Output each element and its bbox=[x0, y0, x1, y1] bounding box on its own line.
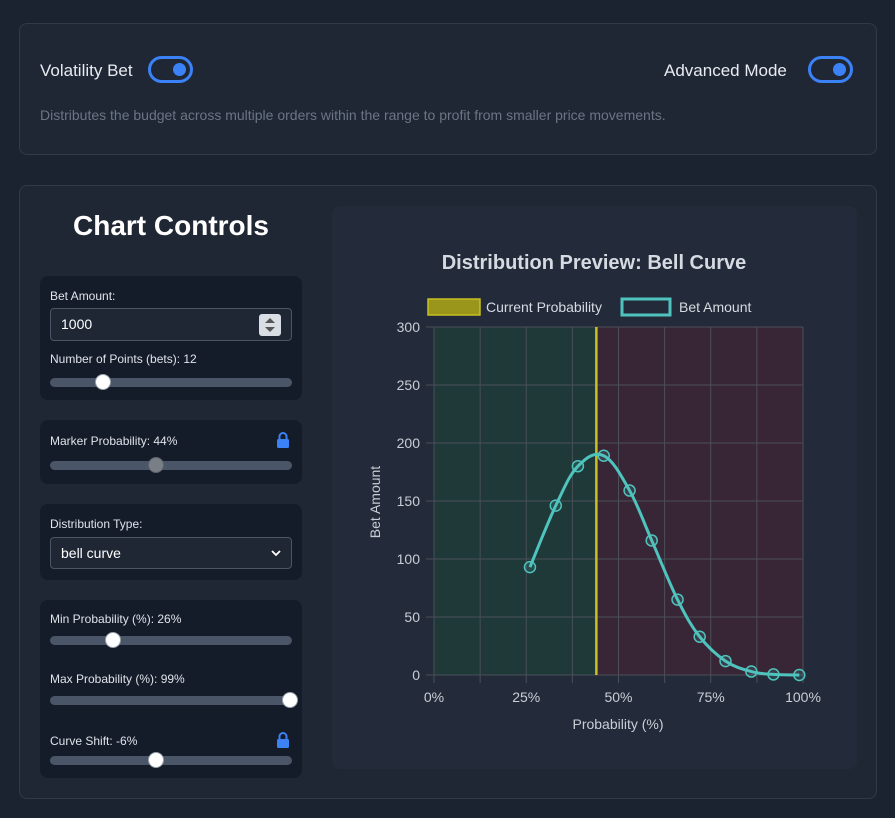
min-probability-slider[interactable] bbox=[50, 632, 292, 648]
chart-card: Distribution Preview: Bell Curve Current… bbox=[332, 206, 857, 769]
data-point[interactable] bbox=[623, 484, 636, 497]
max-probability-label: Max Probability (%): 99% bbox=[50, 672, 185, 686]
chart-title: Distribution Preview: Bell Curve bbox=[442, 252, 747, 274]
bet-amount-input[interactable]: 1000 bbox=[50, 308, 292, 341]
y-tick-label: 250 bbox=[397, 377, 421, 393]
range-panel: Min Probability (%): 26% Max Probability… bbox=[40, 600, 302, 778]
marker-probability-label: Marker Probability: 44% bbox=[50, 434, 178, 448]
slider-thumb[interactable] bbox=[148, 457, 165, 473]
bet-amount-label: Bet Amount: bbox=[50, 289, 116, 303]
data-point[interactable] bbox=[719, 654, 732, 668]
x-tick-label: 25% bbox=[512, 689, 540, 705]
spinner-down-icon[interactable] bbox=[265, 327, 275, 332]
legend-label-bet-amount[interactable]: Bet Amount bbox=[679, 299, 751, 315]
distribution-panel: Distribution Type: bell curve bbox=[40, 504, 302, 580]
y-tick-label: 100 bbox=[397, 551, 421, 567]
y-tick-label: 150 bbox=[397, 493, 421, 509]
bet-amount-value: 1000 bbox=[61, 316, 93, 332]
marker-probability-slider[interactable] bbox=[50, 457, 292, 473]
num-points-label: Number of Points (bets): 12 bbox=[50, 352, 197, 366]
slider-thumb[interactable] bbox=[148, 752, 165, 768]
bet-settings-panel: Bet Amount: 1000 Number of Points (bets)… bbox=[40, 276, 302, 400]
chart-section: Chart Controls Bet Amount: 1000 Number o… bbox=[19, 185, 877, 799]
slider-thumb[interactable] bbox=[281, 692, 298, 708]
data-point[interactable] bbox=[523, 560, 537, 574]
mode-description: Distributes the budget across multiple o… bbox=[40, 107, 666, 123]
mode-card: Volatility Bet Advanced Mode Distributes… bbox=[19, 23, 877, 155]
x-tick-label: 100% bbox=[785, 689, 821, 705]
data-point[interactable] bbox=[793, 668, 806, 682]
data-point[interactable] bbox=[693, 630, 706, 643]
number-spinner[interactable] bbox=[259, 314, 281, 336]
y-axis-label: Bet Amount bbox=[367, 466, 383, 538]
legend-swatch-current-probability[interactable] bbox=[427, 298, 481, 316]
advanced-mode-toggle[interactable] bbox=[808, 56, 853, 83]
x-tick-label: 50% bbox=[604, 689, 632, 705]
curve-shift-label: Curve Shift: -6% bbox=[50, 734, 138, 748]
y-tick-label: 200 bbox=[397, 435, 421, 451]
y-tick-label: 50 bbox=[404, 609, 420, 625]
spinner-up-icon[interactable] bbox=[265, 318, 275, 323]
toggle-knob bbox=[173, 63, 186, 76]
legend-swatch-bet-amount[interactable] bbox=[620, 297, 672, 317]
legend-label-current-probability[interactable]: Current Probability bbox=[486, 299, 602, 315]
bet-amount-line bbox=[528, 452, 800, 677]
data-point[interactable] bbox=[767, 668, 780, 681]
curve-shift-slider[interactable] bbox=[50, 752, 292, 768]
x-axis-label: Probability (%) bbox=[572, 716, 663, 732]
x-tick-label: 0% bbox=[424, 689, 444, 705]
volatility-bet-toggle[interactable] bbox=[148, 56, 193, 83]
min-probability-label: Min Probability (%): 26% bbox=[50, 612, 182, 626]
data-point[interactable] bbox=[597, 449, 610, 463]
lock-icon[interactable] bbox=[276, 732, 290, 748]
distribution-type-select[interactable]: bell curve bbox=[50, 537, 292, 569]
marker-panel: Marker Probability: 44% bbox=[40, 420, 302, 484]
data-point[interactable] bbox=[745, 665, 758, 678]
slider-thumb[interactable] bbox=[95, 374, 112, 390]
num-points-slider[interactable] bbox=[50, 374, 292, 390]
distribution-type-label: Distribution Type: bbox=[50, 517, 143, 531]
y-tick-label: 0 bbox=[412, 667, 420, 683]
y-tick-label: 300 bbox=[397, 319, 421, 335]
lock-icon[interactable] bbox=[276, 432, 290, 448]
chevron-down-icon bbox=[271, 550, 281, 557]
data-point[interactable] bbox=[549, 499, 563, 512]
data-point[interactable] bbox=[645, 534, 658, 547]
volatility-bet-label: Volatility Bet bbox=[40, 61, 133, 80]
x-tick-label: 75% bbox=[697, 689, 725, 705]
max-probability-slider[interactable] bbox=[50, 692, 298, 708]
distribution-chart: Distribution Preview: Bell Curve Current… bbox=[367, 252, 821, 732]
data-point[interactable] bbox=[671, 593, 684, 606]
data-point[interactable] bbox=[571, 459, 585, 473]
advanced-mode-label: Advanced Mode bbox=[664, 61, 787, 80]
slider-thumb[interactable] bbox=[104, 632, 121, 648]
controls-title: Chart Controls bbox=[73, 210, 269, 241]
toggle-knob bbox=[833, 63, 846, 76]
distribution-type-value: bell curve bbox=[61, 545, 121, 561]
